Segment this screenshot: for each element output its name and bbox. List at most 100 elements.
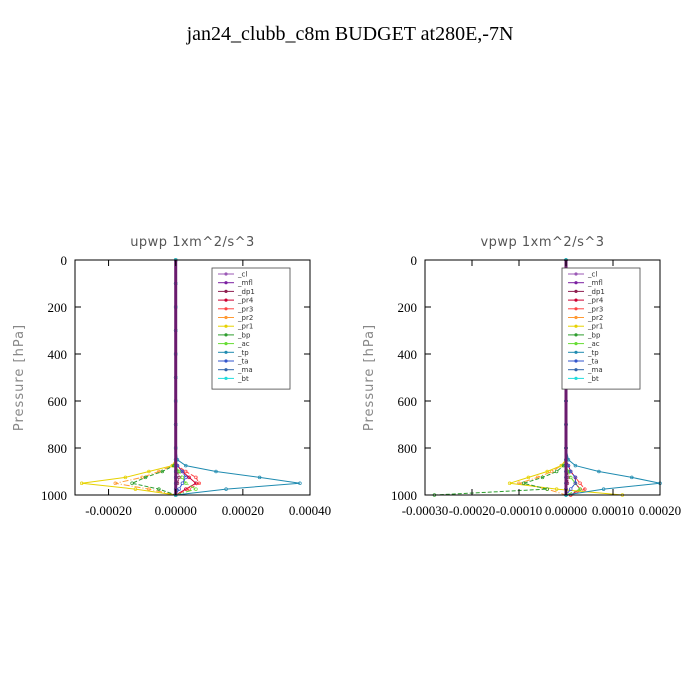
data-point (113, 481, 118, 486)
data-point (573, 481, 578, 486)
legend-swatch-marker (574, 324, 578, 328)
legend-label: _ac (587, 340, 600, 348)
data-point (130, 481, 134, 486)
legend-swatch-marker (574, 376, 578, 380)
data-point (526, 475, 531, 480)
plot-frame (424, 259, 661, 496)
legend: _cl_mfl_dp1_pr4_pr3_pr2_pr1_bp_ac_tp_ta_… (211, 267, 291, 390)
series-line-pr2 (115, 260, 177, 496)
data-point (507, 481, 512, 486)
data-point (133, 487, 138, 491)
legend-label: _pr3 (587, 305, 603, 313)
data-point (224, 487, 228, 491)
data-point (568, 475, 573, 480)
series-line-pr2 (517, 260, 567, 496)
legend-label: _ma (237, 366, 253, 374)
legend: _cl_mfl_dp1_pr4_pr3_pr2_pr1_bp_ac_tp_ta_… (561, 267, 641, 390)
data-point (157, 487, 161, 491)
series-line-pr3 (175, 260, 200, 496)
data-point (184, 475, 188, 480)
legend-swatch-marker (224, 315, 228, 320)
data-point (184, 469, 188, 474)
legend-label: _pr2 (237, 314, 253, 322)
y-tick-label: 600 (398, 394, 418, 409)
legend-swatch-marker (224, 272, 228, 276)
data-point (79, 481, 84, 486)
y-tick-label: 1000 (391, 488, 417, 503)
data-point (630, 475, 634, 480)
legend-label: _ma (587, 366, 603, 374)
panel-title: upwp 1xm^2/s^3 (130, 235, 255, 250)
data-point (180, 481, 185, 486)
y-tick-label: 400 (48, 347, 68, 362)
y-tick-label: 1000 (41, 488, 67, 503)
legend-label: _tp (237, 349, 249, 357)
legend-label: _mfl (237, 279, 253, 287)
legend-label: _ac (237, 340, 250, 348)
data-point (521, 481, 526, 486)
data-point (578, 487, 582, 491)
legend-swatch-marker (224, 376, 228, 380)
legend-swatch-marker (224, 342, 228, 346)
chart-panel-1: upwp 1xm^2/s^3 Pressure [hPa] -0.00020 0.00… (12, 235, 331, 518)
legend-swatch-marker (224, 298, 228, 302)
legend-label: _dp1 (587, 288, 605, 296)
y-tick-label: 400 (398, 347, 418, 362)
legend-swatch-marker (574, 350, 578, 354)
legend-label: _ta (237, 358, 249, 366)
data-point (147, 469, 151, 474)
legend-swatch-marker (574, 289, 578, 293)
legend-label: _pr2 (587, 314, 603, 322)
legend-label: _cl (587, 271, 597, 279)
data-point (197, 481, 201, 486)
data-point (257, 475, 262, 480)
data-point (214, 469, 218, 474)
legend-swatch-marker (224, 307, 228, 311)
panel-title: vpwp 1xm^2/s^3 (480, 235, 604, 250)
data-point (573, 463, 578, 468)
y-tick-label: 600 (48, 394, 68, 409)
legend-swatch-marker (224, 324, 228, 328)
data-point (573, 475, 578, 480)
legend-label: _mfl (587, 279, 603, 287)
data-point (554, 469, 559, 474)
legend-label: _bp (587, 331, 601, 339)
legend-swatch-marker (574, 281, 578, 285)
x-tick-label: -0.00020 (85, 503, 132, 518)
data-point (540, 475, 545, 480)
x-tick-label: -0.00010 (496, 503, 543, 518)
y-tick-label: 200 (48, 300, 68, 315)
legend-swatch-marker (224, 359, 228, 363)
legend-label: _pr4 (587, 297, 604, 305)
plot-frame (74, 259, 311, 496)
legend-swatch-marker (574, 272, 578, 276)
legend-label: _pr3 (237, 305, 253, 313)
legend-swatch-marker (224, 368, 228, 372)
y-tick-label: 800 (398, 441, 418, 456)
legend-swatch-marker (574, 342, 578, 346)
series-line-pr1 (81, 260, 177, 496)
legend-label: _cl (237, 271, 247, 279)
data-point (601, 487, 606, 491)
data-point (298, 481, 302, 486)
data-point (554, 487, 559, 491)
data-point (177, 487, 181, 491)
x-tick-label: 0.00020 (222, 503, 264, 518)
legend-swatch-marker (574, 333, 578, 337)
legend-label: _tp (587, 349, 599, 357)
data-point (147, 487, 151, 491)
legend-swatch-marker (574, 307, 578, 311)
x-tick-label: 0.00040 (289, 503, 331, 518)
legend-swatch-marker (224, 350, 228, 354)
data-point (177, 469, 181, 474)
legend-label: _ta (587, 358, 599, 366)
data-point (194, 475, 198, 480)
data-point (568, 469, 573, 474)
legend-label: _dp1 (237, 288, 255, 296)
legend-label: _bt (237, 375, 249, 383)
y-tick-label: 0 (411, 253, 418, 268)
chart-panels: upwp 1xm^2/s^3 Pressure [hPa] -0.00020 0.00… (12, 235, 681, 518)
y-tick-label: 200 (398, 300, 418, 315)
data-point (143, 475, 148, 480)
series-line-bp (130, 260, 177, 496)
